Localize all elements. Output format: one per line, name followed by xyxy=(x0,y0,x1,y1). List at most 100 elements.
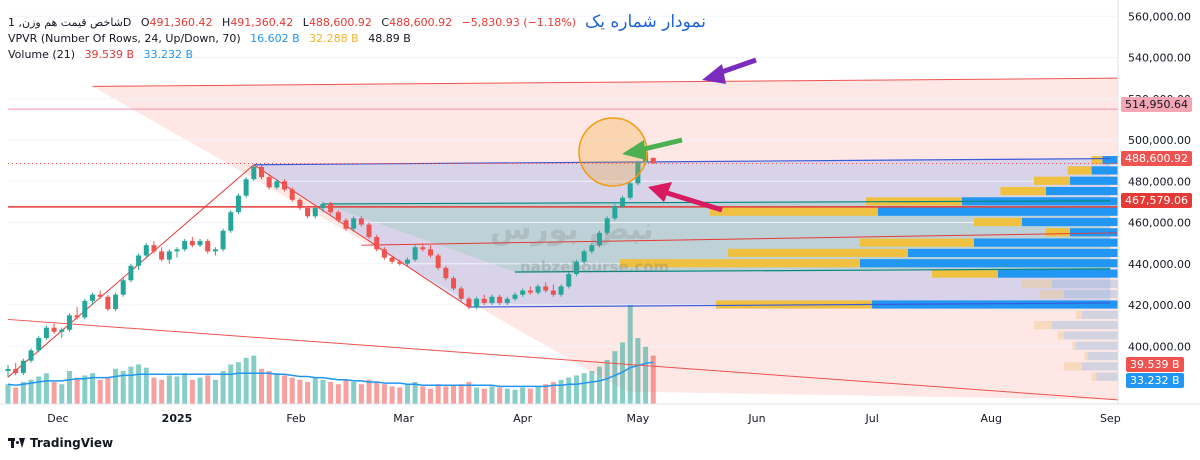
candle-body xyxy=(328,203,334,213)
candle-body xyxy=(435,255,441,268)
volume-bar xyxy=(128,366,134,404)
candle-body xyxy=(43,327,49,338)
close-value: C488,600.92 xyxy=(381,16,453,29)
tradingview-label: TradingView xyxy=(30,436,114,450)
candle-body xyxy=(297,199,303,209)
candle-body xyxy=(573,261,579,275)
vpvr-bar-up xyxy=(1091,372,1097,381)
volume-bar xyxy=(351,382,357,404)
volume-bar xyxy=(466,382,472,404)
volume-bar xyxy=(13,387,19,404)
volume-bar xyxy=(151,377,157,404)
vpvr-bar-down xyxy=(1082,362,1118,371)
vpvr-bar-up xyxy=(710,207,878,216)
volume-bar xyxy=(66,371,72,404)
volume-bar xyxy=(650,355,656,404)
highlight-circle xyxy=(578,117,648,187)
volume-bar xyxy=(28,379,34,404)
volume-bar xyxy=(389,386,395,404)
vpvr-bar-down xyxy=(1052,321,1118,330)
candle-body xyxy=(374,236,380,250)
vpvr-bar-down xyxy=(1052,279,1118,288)
candle-body xyxy=(404,259,410,264)
vpvr-bar-up xyxy=(974,217,1022,227)
volume-bar xyxy=(504,388,510,404)
volume-bar xyxy=(143,367,149,404)
volume-bar xyxy=(581,373,587,404)
volume-bar xyxy=(305,382,311,404)
red-channel-bottom-line xyxy=(7,318,1119,401)
candle-body xyxy=(481,298,487,303)
candle-body xyxy=(527,290,533,293)
candle-body xyxy=(543,286,549,291)
volume-bar xyxy=(174,376,180,404)
volume-bar xyxy=(136,364,142,404)
vpvr-bar-up xyxy=(1022,279,1052,288)
green-arrow-shaft xyxy=(639,137,683,153)
tradingview-logo[interactable]: TradingView xyxy=(8,436,113,450)
volume-bar xyxy=(558,379,564,404)
candle-body xyxy=(358,218,364,225)
candle-body xyxy=(535,286,541,293)
volume-bar xyxy=(420,386,426,404)
candle-body xyxy=(266,177,272,188)
x-tick-label: Dec xyxy=(47,412,68,425)
vpvr-bar-down xyxy=(1082,310,1118,319)
volume-bar xyxy=(404,384,410,404)
vpvr-bar-up xyxy=(1000,186,1046,196)
candle-body xyxy=(458,288,464,299)
inner-red-line xyxy=(361,232,1119,246)
candle-body xyxy=(282,181,288,190)
volume-bar xyxy=(543,384,549,404)
volume-bar xyxy=(120,371,126,404)
candle-body xyxy=(105,296,111,310)
price-tag-488600: 488,600.92 xyxy=(1121,151,1192,166)
candle-body xyxy=(113,294,119,310)
volume-bar xyxy=(527,388,533,404)
x-tick-label: Jun xyxy=(747,412,765,425)
candle-body xyxy=(320,203,326,209)
candle-body xyxy=(596,232,602,246)
x-tick-label: May xyxy=(627,412,650,425)
vpvr-bar-up xyxy=(860,238,974,247)
candle-body xyxy=(13,368,19,374)
y-tick-label: 420,000.00 xyxy=(1128,299,1191,312)
candle-body xyxy=(512,294,518,299)
candle-body xyxy=(612,206,618,219)
candle-body xyxy=(251,166,257,180)
vpvr-bar-up xyxy=(620,259,860,268)
vpvr-bar-up xyxy=(1067,166,1092,175)
volume-bar xyxy=(189,379,195,404)
vpvr-bar-up xyxy=(932,269,998,278)
legend-volume[interactable]: Volume (21) 39.539 B 33.232 B xyxy=(8,48,199,62)
volume-bar xyxy=(266,371,272,404)
volume-bar xyxy=(328,382,334,404)
volume-bar xyxy=(282,375,288,404)
volume-bar xyxy=(374,382,380,404)
x-tick-label: Apr xyxy=(513,412,533,425)
candle-body xyxy=(381,249,387,258)
candle-body xyxy=(66,315,72,330)
vpvr-bar-up xyxy=(1084,351,1088,361)
candle-body xyxy=(189,241,195,246)
vpvr-bar-up xyxy=(1072,341,1076,350)
volume-bar xyxy=(573,375,579,404)
volume-bar xyxy=(550,382,556,404)
vpvr-bar-down xyxy=(1096,372,1118,381)
candle-body xyxy=(174,249,180,252)
price-tag-514950: 514,950.64 xyxy=(1121,97,1192,112)
annotation-title: نمودار شماره یک xyxy=(585,12,706,32)
candle-body xyxy=(74,315,80,318)
candle-body xyxy=(520,290,526,295)
candle-body xyxy=(474,298,480,308)
volume-bar xyxy=(512,389,518,404)
volume-bar xyxy=(451,385,457,404)
vpvr-bar-up xyxy=(1040,290,1064,299)
volume-bar xyxy=(443,386,449,404)
volume-bar xyxy=(620,342,626,404)
legend-vpvr[interactable]: VPVR (Number Of Rows, 24, Up/Down, 70) 1… xyxy=(8,32,417,46)
volume-bar xyxy=(113,368,119,404)
candle-body xyxy=(351,218,357,229)
candle-body xyxy=(312,208,318,217)
